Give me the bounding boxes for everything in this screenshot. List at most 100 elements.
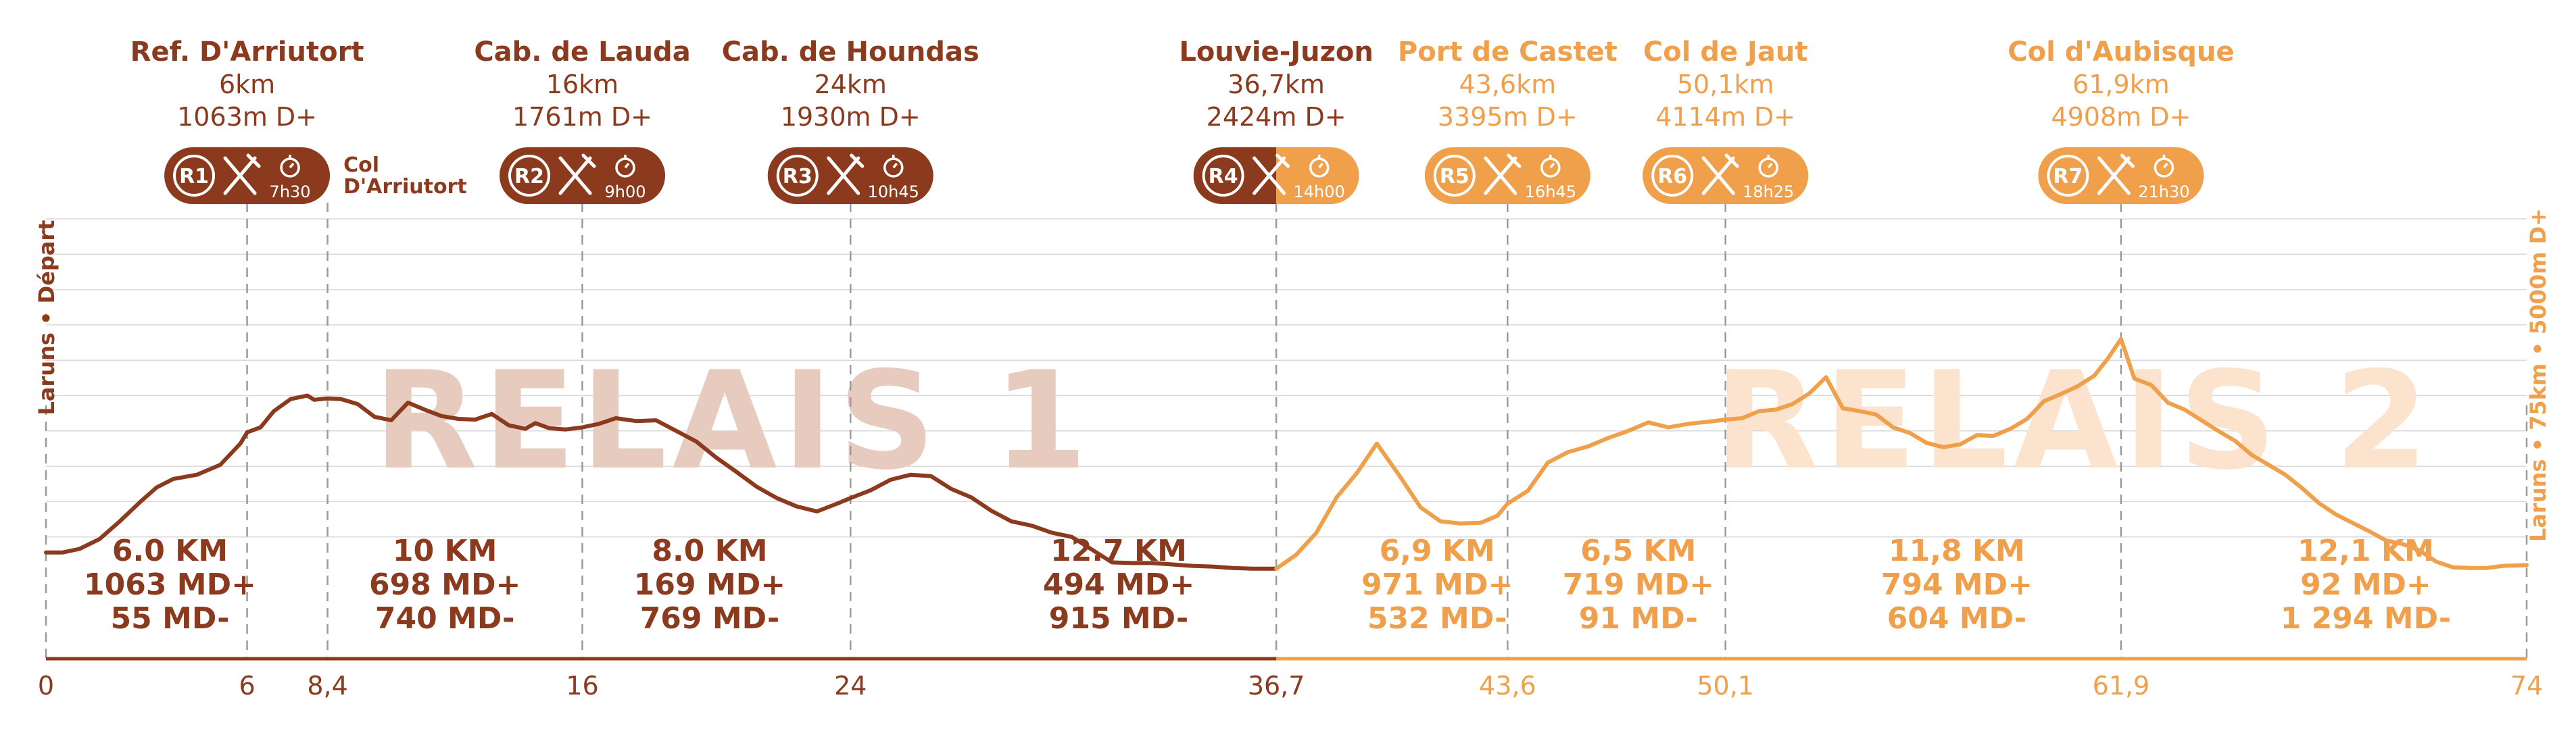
station-dividers [45, 203, 2528, 659]
segment-stat-line: 12.7 KM [1050, 534, 1187, 568]
segment-stat-line: 55 MD- [111, 601, 230, 636]
station-elevation-gain: 4114m D+ [1655, 102, 1795, 132]
cutlery-icon [558, 153, 596, 195]
segment-stat-block: 12.7 KM 494 MD+ 915 MD- [1043, 534, 1194, 636]
station-distance: 24km [815, 70, 887, 99]
station-distance: 50,1km [1677, 70, 1774, 99]
segment-stats: 6.0 KM 1063 MD+ 55 MD- 10 KM 698 MD+ 740 MD- 8… [84, 534, 2451, 636]
stopwatch-icon [1309, 155, 1330, 178]
start-axis-label: Laruns • Départ [34, 220, 59, 415]
segment-stat-line: 604 MD- [1887, 601, 2027, 636]
station-code: R4 [1209, 165, 1238, 188]
station-name: Cab. de Lauda [474, 36, 690, 68]
segment-stat-line: 6,5 KM [1580, 534, 1696, 568]
station-name: Cab. de Houndas [722, 36, 979, 68]
station-code: R7 [2053, 165, 2083, 188]
extra-station-label-line: Col [343, 153, 379, 177]
station-badge-ring [2047, 155, 2089, 197]
stopwatch-hand [289, 162, 295, 169]
station-code: R6 [1657, 165, 1687, 188]
station-cutoff-time: 9h00 [604, 182, 646, 201]
fork-tines [246, 153, 261, 168]
station-pill: R2 9h00 [500, 147, 666, 204]
fork-stroke [223, 156, 257, 195]
stopwatch-body [883, 157, 904, 178]
extra-station-label: Col D'Arriutort [343, 153, 467, 199]
station-name: Louvie-Juzon [1179, 36, 1374, 68]
fork-tines [850, 153, 865, 168]
segment-stat-line: 1 294 MD- [2281, 601, 2451, 636]
station-badge-ring [1651, 155, 1694, 197]
pill-left-half [1193, 147, 1277, 204]
segment-stat-line: 494 MD+ [1043, 568, 1194, 602]
stopwatch-icon [1758, 155, 1778, 178]
station-code: R5 [1440, 165, 1469, 188]
stopwatch-icon [1540, 155, 1561, 178]
stopwatch-hand [1318, 162, 1323, 169]
x-tick-label: 74 [2510, 671, 2543, 701]
segment-stat-line: 8.0 KM [652, 534, 767, 568]
stopwatch-icon [2154, 155, 2174, 178]
station-cutoff-time: 10h45 [868, 182, 919, 201]
station-cutoff-time: 21h30 [2138, 182, 2189, 201]
station-elevation-gain: 2424m D+ [1207, 102, 1346, 132]
station-badge-ring [776, 155, 819, 197]
x-tick-label: 24 [834, 671, 867, 701]
relay-watermark: RELAIS 1 [374, 343, 1093, 500]
station-code: R2 [514, 165, 544, 188]
segment-stat-line: 698 MD+ [369, 568, 520, 602]
station-name: Ref. D'Arriutort [130, 36, 364, 68]
station-distance: 16km [546, 70, 618, 99]
cutlery-icon [223, 153, 261, 195]
station-name: Port de Castet [1398, 36, 1618, 68]
segment-stat-line: 915 MD- [1049, 601, 1189, 636]
station-pill: R5 16h45 [1424, 147, 1590, 204]
segment-stat-line: 12,1 KM [2298, 534, 2434, 568]
cutlery-icon [1701, 153, 1739, 195]
x-tick-label: 0 [38, 671, 54, 701]
segment-stat-block: 6.0 KM 1063 MD+ 55 MD- [84, 534, 256, 636]
segment-stat-line: 91 MD- [1579, 601, 1698, 636]
station-pill: R1 7h30 [164, 147, 331, 204]
segment-stat-block: 11,8 KM 794 MD+ 604 MD- [1881, 534, 2033, 636]
x-tick-label: 61,9 [2093, 671, 2150, 701]
elevation-profile [44, 336, 2529, 571]
grid-lines [46, 218, 2527, 538]
segment-stat-line: 6,9 KM [1380, 534, 1495, 568]
station-elevation-gain: 1930m D+ [781, 102, 921, 132]
station-distance: 36,7km [1228, 70, 1325, 99]
segment-stat-line: 10 KM [393, 534, 497, 568]
station-cutoff-time: 18h25 [1743, 182, 1794, 201]
x-tick-label: 8,4 [307, 671, 347, 701]
segment-stat-block: 6,9 KM 971 MD+ 532 MD- [1361, 534, 1513, 636]
stopwatch-icon [615, 155, 635, 178]
stopwatch-hand [1767, 162, 1773, 169]
fork-stroke [1701, 156, 1735, 195]
finish-axis-label: Laruns • 75km • 5000m D+ [2525, 208, 2551, 542]
cutlery-icon [2097, 153, 2135, 195]
station-distance: 43,6km [1459, 70, 1557, 99]
station-cutoff-time: 16h45 [1525, 182, 1576, 201]
fork-stroke [827, 156, 860, 195]
stopwatch-hand [1549, 162, 1555, 169]
fork-stroke [1484, 156, 1517, 195]
stopwatch-hand [624, 162, 630, 169]
extra-station-label-line: D'Arriutort [343, 175, 467, 199]
x-tick-label: 50,1 [1697, 671, 1754, 701]
stopwatch-icon [883, 155, 904, 178]
stopwatch-hand [2163, 162, 2168, 169]
segment-stat-line: 971 MD+ [1361, 568, 1513, 602]
segment-stat-block: 8.0 KM 169 MD+ 769 MD- [634, 534, 785, 636]
stopwatch-icon [280, 155, 300, 178]
relay-2-profile-line [1274, 336, 2529, 571]
station-badge-ring [1433, 155, 1476, 197]
segment-stat-line: 740 MD- [375, 601, 515, 636]
station-pill: R3 10h45 [767, 147, 933, 204]
cutlery-icon [1484, 153, 1522, 195]
segment-stat-block: 6,5 KM 719 MD+ 91 MD- [1563, 534, 1714, 636]
stopwatch-body [1540, 157, 1561, 178]
x-tick-label: 16 [566, 671, 598, 701]
station-pill: R6 18h25 [1643, 147, 1809, 204]
relay-1-profile-line [44, 393, 1279, 571]
